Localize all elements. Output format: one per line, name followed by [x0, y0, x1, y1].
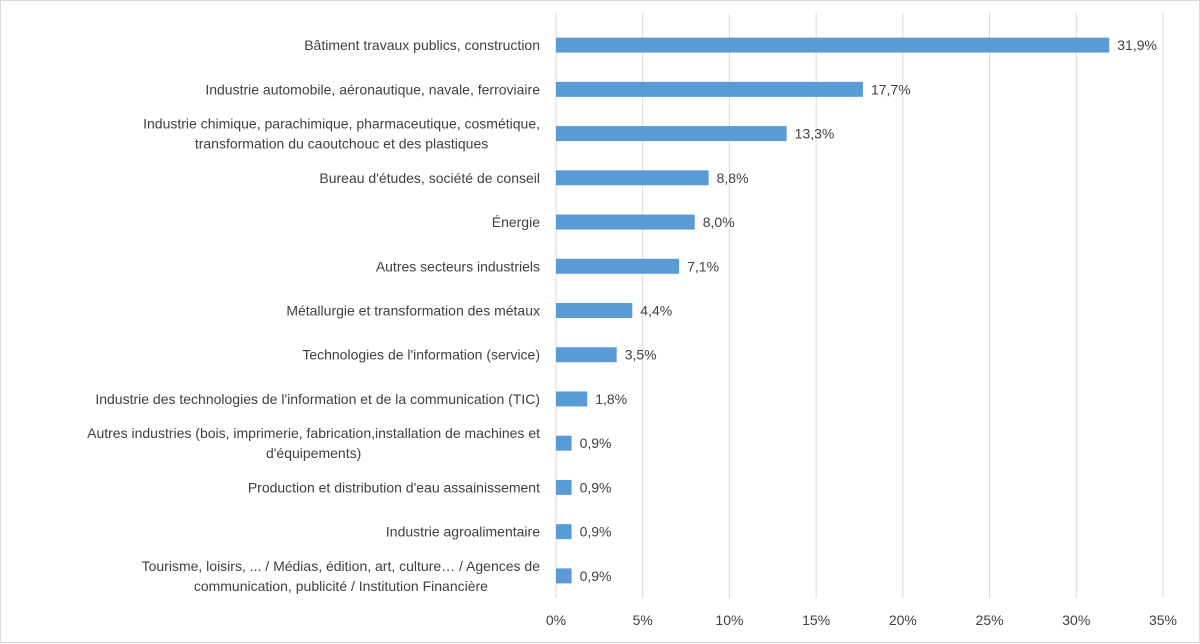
- bar: [556, 303, 633, 318]
- x-tick-label: 0%: [546, 612, 566, 628]
- category-label: Industrie des technologies de l'informat…: [95, 391, 540, 407]
- category-label: Industrie chimique, parachimique, pharma…: [143, 116, 540, 132]
- data-label: 17,7%: [871, 81, 911, 97]
- bar: [556, 347, 617, 363]
- bar: [556, 214, 695, 230]
- category-label: Métallurgie et transformation des métaux: [286, 303, 540, 319]
- x-tick-label: 20%: [889, 612, 917, 628]
- data-label: 0,9%: [580, 524, 612, 540]
- category-label: Bureau d'études, société de conseil: [319, 170, 540, 186]
- category-label: transformation du caoutchouc et des plas…: [195, 136, 488, 152]
- category-label: Industrie automobile, aéronautique, nava…: [205, 81, 540, 97]
- bar: [556, 37, 1110, 53]
- x-tick-label: 30%: [1062, 612, 1090, 628]
- category-label: Énergie: [492, 214, 540, 230]
- bar: [556, 170, 709, 186]
- category-label: Production et distribution d'eau assaini…: [248, 479, 540, 495]
- data-label: 0,9%: [580, 479, 612, 495]
- category-label: d'équipements): [266, 445, 361, 461]
- category-label: Tourisme, loisirs, ... / Médias, édition…: [142, 558, 541, 574]
- x-tick-label: 35%: [1149, 612, 1177, 628]
- data-label: 13,3%: [795, 126, 835, 142]
- x-tick-label: 15%: [802, 612, 830, 628]
- category-label: Technologies de l'information (service): [302, 347, 540, 363]
- bar: [556, 81, 863, 97]
- data-label: 8,8%: [717, 170, 749, 186]
- category-label: Bâtiment travaux publics, construction: [304, 37, 540, 53]
- data-label: 4,4%: [640, 303, 672, 319]
- x-tick-label: 5%: [633, 612, 653, 628]
- data-label: 0,9%: [580, 435, 612, 451]
- x-tick-label: 10%: [715, 612, 743, 628]
- bar: [556, 568, 572, 584]
- x-tick-label: 25%: [976, 612, 1004, 628]
- data-label: 0,9%: [580, 568, 612, 584]
- bar: [556, 479, 572, 495]
- category-label: Autres industries (bois, imprimerie, fab…: [87, 425, 540, 441]
- data-label: 7,1%: [687, 258, 719, 274]
- bar: [556, 391, 588, 407]
- data-label: 8,0%: [703, 214, 735, 230]
- data-label: 1,8%: [595, 391, 627, 407]
- category-label: Industrie agroalimentaire: [386, 524, 540, 540]
- bar: [556, 258, 680, 274]
- bar: [556, 524, 572, 540]
- category-label: Autres secteurs industriels: [376, 258, 540, 274]
- data-label: 31,9%: [1117, 37, 1157, 53]
- category-label: communication, publicité / Institution F…: [194, 578, 488, 594]
- bar: [556, 435, 572, 451]
- bar: [556, 126, 787, 142]
- data-label: 3,5%: [625, 347, 657, 363]
